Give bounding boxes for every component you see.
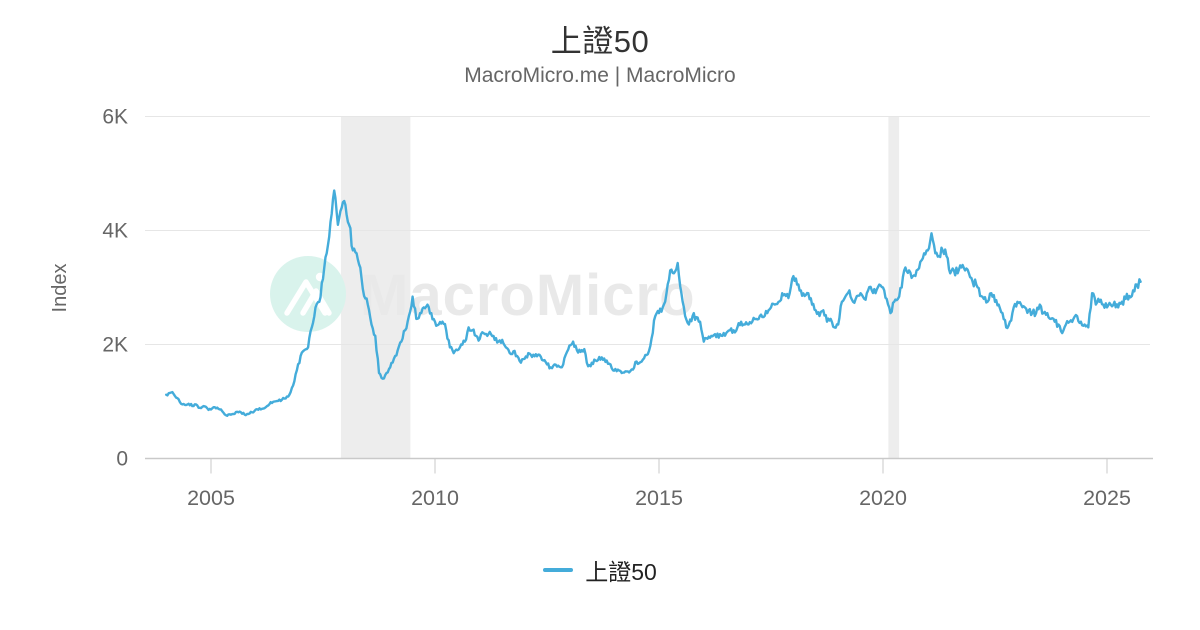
chart-subtitle: MacroMicro.me | MacroMicro — [464, 64, 736, 87]
macromicro-logo-icon — [270, 256, 346, 332]
legend-line-icon — [543, 568, 574, 572]
y-axis-tick-label: 0 — [116, 448, 128, 471]
series-line — [165, 189, 1142, 417]
y-axis-tick-label: 4K — [102, 220, 128, 243]
legend-item[interactable]: 上證50 — [543, 553, 657, 587]
chart-title: 上證50 — [550, 24, 650, 59]
y-axis-title: Index — [49, 264, 71, 313]
recession-band — [340, 116, 411, 459]
x-axis-tick-label: 2020 — [859, 486, 907, 510]
x-axis-tick-label: 2015 — [635, 486, 683, 510]
legend: 上證50 — [0, 553, 1200, 587]
x-axis-tick-label: 2005 — [187, 486, 235, 510]
x-axis-tick-label: 2010 — [411, 486, 459, 510]
mountain-peak-icon — [300, 288, 332, 316]
y-axis-tick-label: 2K — [102, 334, 128, 357]
legend-label: 上證50 — [585, 559, 657, 585]
x-axis-tick-label: 2025 — [1083, 486, 1131, 510]
watermark-text: MacroMicro — [360, 263, 696, 328]
recession-band — [888, 116, 900, 459]
y-axis-tick-label: 6K — [102, 106, 128, 129]
